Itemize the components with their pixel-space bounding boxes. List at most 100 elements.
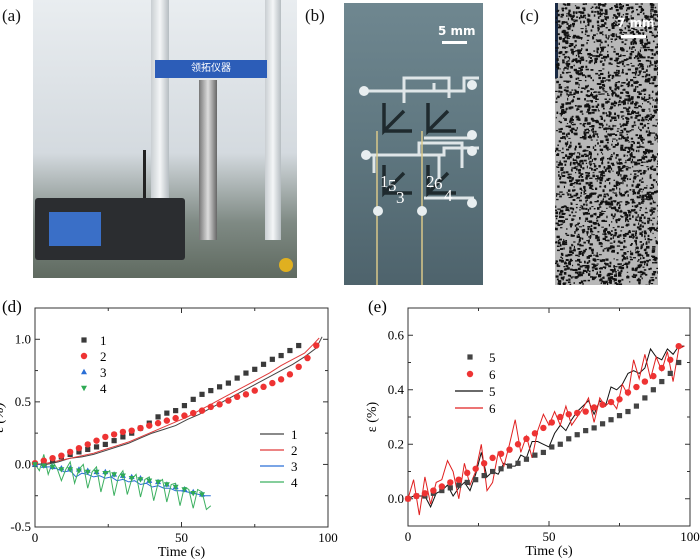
data-point-series-6 <box>650 372 657 380</box>
data-point-series-5 <box>540 449 546 456</box>
data-point-series-1 <box>120 434 126 440</box>
machine-crosshead: 领拓仪器 <box>155 60 267 78</box>
data-point-series-2 <box>286 371 294 378</box>
gauge-number: 1 <box>380 172 389 191</box>
data-point-series-4 <box>137 477 144 483</box>
data-point-series-2 <box>295 363 302 371</box>
legend-marker-4 <box>81 385 87 392</box>
data-point-series-6 <box>675 342 682 350</box>
data-point-series-4 <box>58 467 65 473</box>
x-tick-label: 100 <box>318 530 338 545</box>
data-point-series-2 <box>181 412 188 419</box>
data-point-series-2 <box>207 403 214 411</box>
data-point-series-4 <box>40 463 47 469</box>
data-point-series-5 <box>574 432 580 438</box>
data-point-series-2 <box>225 397 232 404</box>
data-point-series-6 <box>531 430 539 437</box>
legend-marker-3 <box>81 368 87 375</box>
stop-button <box>279 258 293 272</box>
legend-label: 6 <box>489 401 496 416</box>
data-point-series-2 <box>146 422 153 429</box>
data-point-series-1 <box>269 356 275 362</box>
data-point-series-5 <box>659 378 665 385</box>
data-point-series-2 <box>251 387 258 394</box>
data-point-series-4 <box>146 478 153 484</box>
data-point-series-5 <box>583 428 589 434</box>
legend-label: 4 <box>100 381 107 396</box>
data-point-series-6 <box>540 424 547 432</box>
panel-label-a: (a) <box>2 6 21 25</box>
data-point-series-6 <box>557 413 564 421</box>
y-tick-label: 0.4 <box>388 382 405 397</box>
data-point-series-5 <box>608 417 614 423</box>
data-point-series-6 <box>514 441 522 448</box>
data-point-series-2 <box>119 428 127 436</box>
legend-label: 6 <box>489 367 496 382</box>
data-point-series-6 <box>633 383 640 391</box>
legend-label: 2 <box>100 349 107 364</box>
data-point-series-2 <box>304 354 311 362</box>
data-point-series-2 <box>313 342 320 349</box>
data-point-series-5 <box>599 421 606 427</box>
data-point-series-4 <box>155 479 162 486</box>
data-point-series-5 <box>481 472 487 479</box>
data-point-series-2 <box>40 457 47 464</box>
data-point-series-4 <box>49 464 56 471</box>
data-point-series-4 <box>67 467 74 473</box>
legend-label: 1 <box>291 427 298 442</box>
data-point-series-5 <box>566 436 572 442</box>
legend-label: 3 <box>291 459 298 474</box>
plot-frame <box>407 307 691 527</box>
panel-label-e: (e) <box>368 297 387 316</box>
data-point-series-6 <box>430 487 437 494</box>
data-point-series-4 <box>111 472 118 478</box>
data-point-series-6 <box>548 419 556 426</box>
data-point-series-1 <box>252 366 258 372</box>
data-point-series-5 <box>650 387 656 393</box>
legend-label: 5 <box>489 384 496 399</box>
data-point-series-1 <box>173 408 179 414</box>
data-point-series-5 <box>633 403 640 409</box>
legend-marker-5 <box>467 354 473 360</box>
data-point-series-2 <box>277 376 285 383</box>
y-tick-label: -0.5 <box>10 519 31 534</box>
data-point-series-6 <box>590 404 598 411</box>
data-point-series-5 <box>456 482 462 488</box>
panel-label-c: (c) <box>520 6 539 25</box>
x-tick-label: 50 <box>543 529 556 544</box>
data-point-series-6 <box>464 469 471 477</box>
gauge-number: 4 <box>444 186 453 205</box>
data-point-series-2 <box>137 424 144 432</box>
data-logger <box>35 198 185 260</box>
line-series-4 <box>34 454 212 511</box>
x-tick-label: 0 <box>32 530 39 545</box>
data-point-series-1 <box>287 347 293 354</box>
data-point-series-2 <box>198 407 206 414</box>
data-point-series-6 <box>599 401 606 408</box>
data-point-series-2 <box>49 454 56 462</box>
data-point-series-2 <box>242 391 250 398</box>
legend-label: 1 <box>100 333 107 348</box>
data-point-series-4 <box>172 484 179 491</box>
data-point-series-2 <box>269 379 276 387</box>
data-point-series-4 <box>163 482 170 488</box>
data-point-series-1 <box>76 449 82 455</box>
data-point-series-5 <box>591 425 597 431</box>
data-point-series-2 <box>128 427 135 434</box>
data-point-series-4 <box>75 468 82 474</box>
photo-strain-gauges: 5 mm 1 5 3 2 6 4 <box>344 3 483 285</box>
data-point-series-6 <box>438 483 446 490</box>
data-point-series-2 <box>190 409 197 417</box>
line-series-5 <box>407 345 685 509</box>
data-point-series-1 <box>199 391 205 397</box>
data-point-series-1 <box>208 387 214 394</box>
legend-label: 3 <box>100 365 107 380</box>
x-tick-label: 50 <box>175 530 188 545</box>
data-point-series-2 <box>66 448 74 456</box>
data-point-series-4 <box>128 475 135 482</box>
data-point-series-1 <box>278 352 284 359</box>
data-point-series-1 <box>225 380 231 386</box>
data-point-series-5 <box>473 477 479 483</box>
data-point-series-5 <box>549 444 555 450</box>
